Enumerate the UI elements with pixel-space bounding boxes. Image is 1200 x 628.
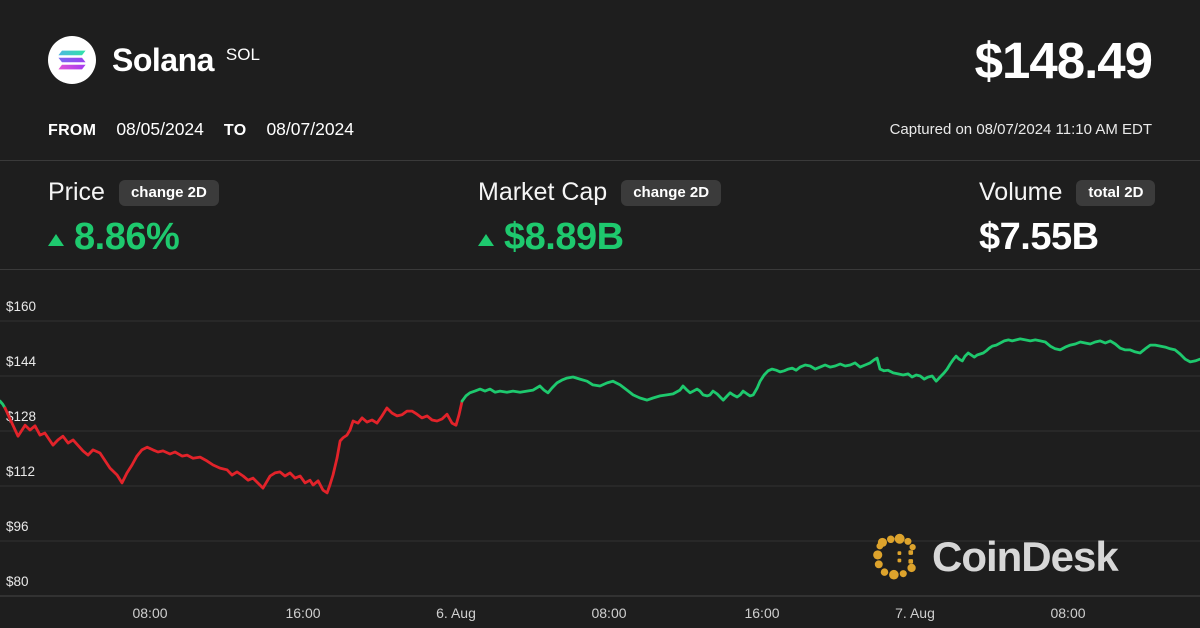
up-arrow-icon xyxy=(48,233,64,246)
x-axis: 08:00 16:00 6. Aug 08:00 16:00 7. Aug 08:00 xyxy=(0,596,1200,628)
stat-badge: total 2D xyxy=(1076,179,1156,206)
y-axis-tick-label: $96 xyxy=(6,519,29,534)
stats-divider xyxy=(0,269,1200,270)
coin-header: Solana SOL xyxy=(48,36,260,84)
stat-volume-total: Volume total 2D $7.55B xyxy=(979,178,1156,259)
coindesk-watermark: CoinDesk xyxy=(872,532,1119,582)
up-arrow-icon xyxy=(478,233,494,246)
to-label: TO xyxy=(223,122,247,139)
from-date: 08/05/2024 xyxy=(116,119,204,139)
x-axis-tick-label: 08:00 xyxy=(591,605,627,621)
x-axis-tick-label: 16:00 xyxy=(285,605,321,621)
y-axis-tick-label: $80 xyxy=(6,574,29,589)
stat-badge: change 2D xyxy=(118,179,219,206)
y-axis-tick-label: $160 xyxy=(6,299,36,314)
date-range: FROM 08/05/2024 TO 08/07/2024 xyxy=(48,119,354,140)
stat-label: Volume xyxy=(979,178,1063,206)
stat-value-row: $7.55B xyxy=(979,216,1155,259)
coin-ticker: SOL xyxy=(225,45,260,64)
solana-logo-icon xyxy=(48,36,96,84)
from-label: FROM xyxy=(48,122,97,139)
current-price: $148.49 xyxy=(974,32,1153,89)
coindesk-logo-icon xyxy=(873,533,916,580)
stat-head: Market Cap change 2D xyxy=(478,178,722,207)
y-axis-tick-label: $112 xyxy=(6,464,35,479)
coindesk-logo-text: CoinDesk xyxy=(932,533,1119,580)
stat-price-change: Price change 2D 8.86% xyxy=(48,178,219,259)
stat-value: $7.55B xyxy=(979,216,1099,258)
y-axis-tick-label: $144 xyxy=(6,354,37,369)
stat-badge: change 2D xyxy=(621,179,722,206)
to-date: 08/07/2024 xyxy=(266,119,355,139)
price-line-opening-uptick xyxy=(0,399,7,410)
header-divider xyxy=(0,160,1200,161)
x-axis-tick-label: 08:00 xyxy=(1050,605,1086,621)
stat-head: Volume total 2D xyxy=(979,178,1156,207)
price-chart: $160 $144 $128 $112 $96 $80 xyxy=(0,299,1200,597)
stat-market-cap-change: Market Cap change 2D $8.89B xyxy=(478,178,722,259)
stat-label: Price xyxy=(48,178,105,206)
chart-area: $160 $144 $128 $112 $96 $80 xyxy=(0,270,1200,600)
stat-label: Market Cap xyxy=(478,178,608,206)
stat-value: $8.89B xyxy=(504,216,624,258)
capture-timestamp: Captured on 08/07/2024 11:10 AM EDT xyxy=(889,121,1152,138)
price-line-decline xyxy=(3,399,464,495)
stat-value-row: $8.89B xyxy=(478,216,721,259)
stat-head: Price change 2D xyxy=(48,178,219,207)
price-line-recovery xyxy=(460,337,1200,403)
x-axis-tick-label: 6. Aug xyxy=(436,605,476,621)
stat-value-row: 8.86% xyxy=(48,216,219,259)
x-axis-tick-label: 7. Aug xyxy=(895,605,935,621)
y-axis-tick-label: $128 xyxy=(6,409,36,424)
coin-name: Solana xyxy=(112,41,214,78)
x-axis-tick-label: 16:00 xyxy=(744,605,780,621)
stat-value: 8.86% xyxy=(74,216,180,258)
x-axis-tick-label: 08:00 xyxy=(132,605,168,621)
